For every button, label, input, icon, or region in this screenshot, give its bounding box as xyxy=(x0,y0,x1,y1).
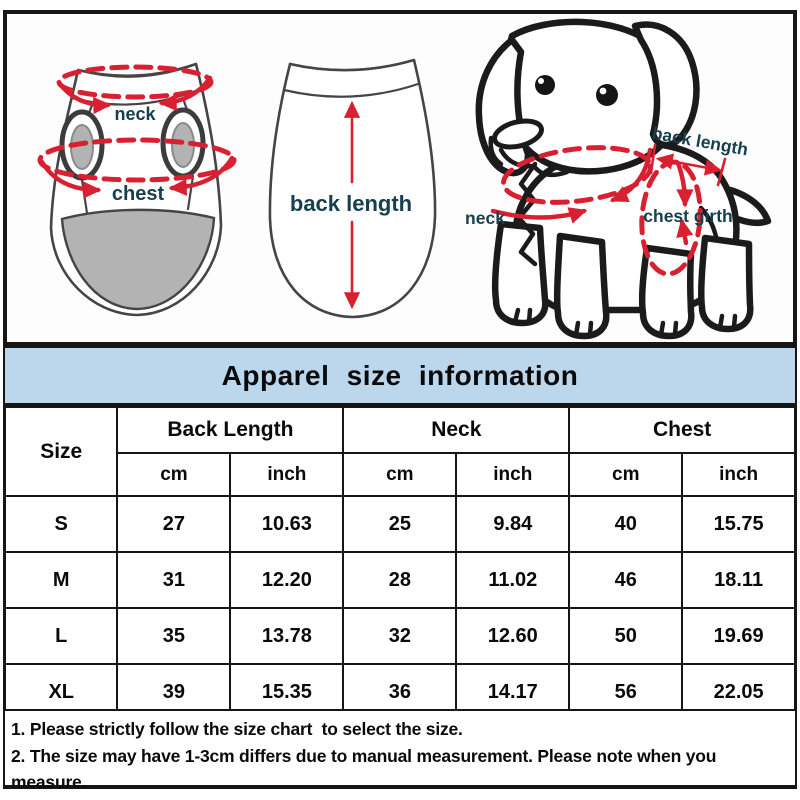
neck-girth-annotation xyxy=(56,64,214,115)
group-header-chest: Chest xyxy=(568,405,797,454)
value-cell: 10.63 xyxy=(229,495,345,553)
value-cell: 11.02 xyxy=(455,551,571,609)
value-cell: 12.60 xyxy=(455,607,571,665)
size-cell: S xyxy=(3,495,119,553)
value-cell: 31 xyxy=(116,551,232,609)
measurement-illustration-panel: neck chest back length xyxy=(3,10,797,346)
value-cell: 12.20 xyxy=(229,551,345,609)
note-line-2: 2. The size may have 1-3cm differs due t… xyxy=(11,745,721,793)
dog-diagram: neck back length chest girth xyxy=(465,18,772,340)
table-row-m: M 31 12.20 28 11.02 46 18.11 xyxy=(3,551,797,609)
dog-nose xyxy=(492,118,544,150)
table-row-l: L 35 13.78 32 12.60 50 19.69 xyxy=(3,607,797,665)
measurement-notes: 1. Please strictly follow the size chart… xyxy=(3,709,797,792)
value-cell: 18.11 xyxy=(681,551,797,609)
value-cell: 46 xyxy=(568,551,684,609)
dog-chest-girth-label: chest girth xyxy=(643,206,732,226)
chest-girth-annotation xyxy=(37,137,237,199)
front-neck-label: neck xyxy=(114,104,156,124)
value-cell: 9.84 xyxy=(455,495,571,553)
size-chart-title: Apparel size information xyxy=(221,359,579,391)
size-column-header: Size xyxy=(3,405,119,497)
value-cell: 27 xyxy=(116,495,232,553)
unit-header: cm xyxy=(568,452,684,497)
unit-header: cm xyxy=(342,452,458,497)
value-cell: 15.75 xyxy=(681,495,797,553)
note-line-1: 1. Please strictly follow the size chart… xyxy=(11,719,463,739)
back-view-back-length-label: back length xyxy=(290,191,412,216)
value-cell: 19.69 xyxy=(681,607,797,665)
group-header-back-length: Back Length xyxy=(116,405,345,454)
group-header-neck: Neck xyxy=(342,405,571,454)
dog-eye-left xyxy=(535,75,555,95)
dog-chest-girth-annotation xyxy=(639,159,703,277)
garment-front-diagram: neck chest xyxy=(37,62,237,317)
value-cell: 35 xyxy=(116,607,232,665)
unit-header: inch xyxy=(681,452,797,497)
value-cell: 32 xyxy=(342,607,458,665)
value-cell: 25 xyxy=(342,495,458,553)
value-cell: 28 xyxy=(342,551,458,609)
illustrations-svg: neck chest back length xyxy=(37,18,772,340)
value-cell: 40 xyxy=(568,495,684,553)
size-chart-title-bar: Apparel size information xyxy=(3,346,797,405)
value-cell: 13.78 xyxy=(229,607,345,665)
table-row-s: S 27 10.63 25 9.84 40 15.75 xyxy=(3,495,797,553)
size-cell: M xyxy=(3,551,119,609)
unit-header: cm xyxy=(116,452,232,497)
dog-neck-annotation xyxy=(490,145,654,224)
garment-back-diagram: back length xyxy=(268,58,437,319)
value-cell: 50 xyxy=(568,607,684,665)
dog-eye-right xyxy=(596,84,618,106)
unit-header: inch xyxy=(229,452,345,497)
size-cell: L xyxy=(3,607,119,665)
apparel-size-table: Size Back Length Neck Chest cm inch cm i… xyxy=(3,405,797,722)
unit-header: inch xyxy=(455,452,571,497)
dog-neck-label: neck xyxy=(465,208,505,228)
front-chest-label: chest xyxy=(112,183,165,205)
